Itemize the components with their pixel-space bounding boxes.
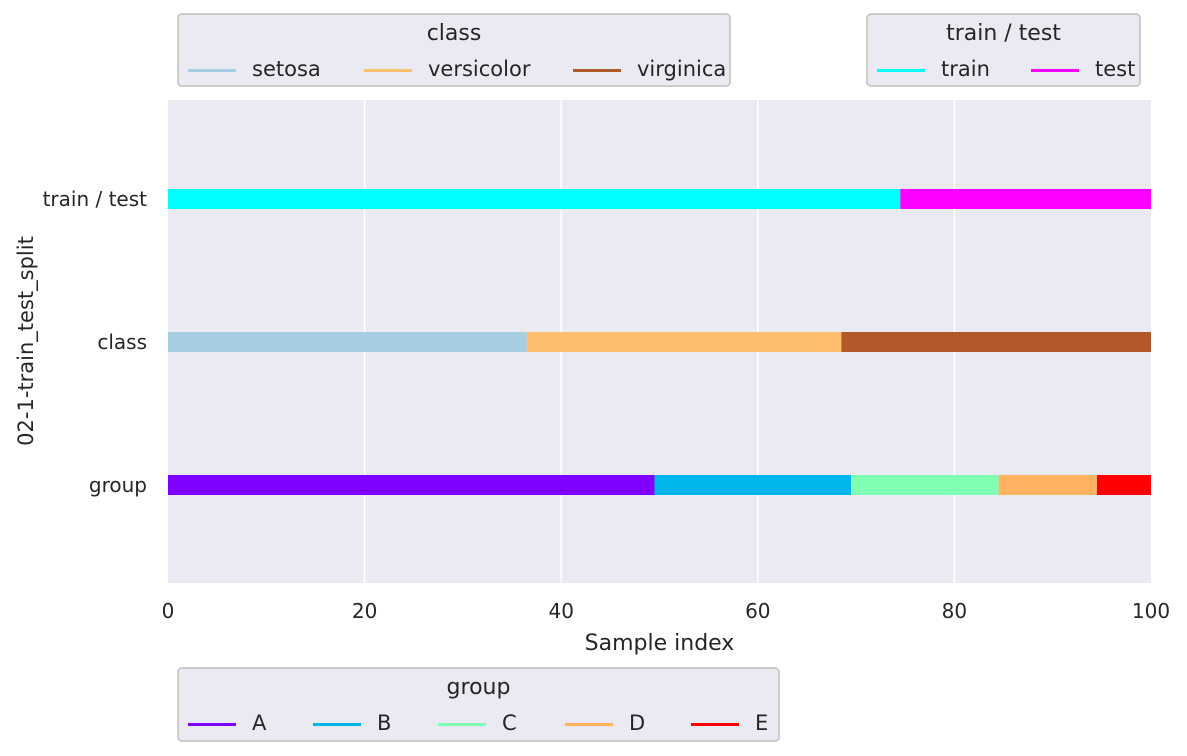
bar-segment xyxy=(168,475,655,495)
legend-label: E xyxy=(755,711,769,735)
y-tick-label: class xyxy=(97,330,147,354)
x-tick-label: 20 xyxy=(352,599,377,623)
legend-class-title: class xyxy=(426,21,482,46)
bar-segment xyxy=(851,475,999,495)
x-axis-label: Sample index xyxy=(585,631,735,656)
legend-swatch xyxy=(313,723,361,726)
legend-label: A xyxy=(252,711,267,735)
legend-label: setosa xyxy=(252,57,321,81)
bar-segment xyxy=(998,475,1097,495)
legend-swatch xyxy=(188,69,236,72)
legend-label: versicolor xyxy=(428,57,531,81)
bar-segment xyxy=(526,332,842,352)
legend-swatch xyxy=(573,69,621,72)
legend-swatch xyxy=(438,723,486,726)
bar-segment xyxy=(900,189,1151,209)
bar-segment xyxy=(168,189,901,209)
legend-train-test: train / test train test xyxy=(866,13,1141,87)
bar-segment xyxy=(841,332,1151,352)
legend-class: class setosa versicolor virginica xyxy=(177,13,731,87)
x-tick-label: 60 xyxy=(745,599,770,623)
legend-swatch xyxy=(364,69,412,72)
legend-label: C xyxy=(502,711,517,735)
y-ticks: train / test class group xyxy=(43,187,148,497)
legend-group-title: group xyxy=(446,675,511,700)
legend-swatch xyxy=(877,69,925,72)
y-tick-label: group xyxy=(89,473,147,497)
legend-label: train xyxy=(941,57,990,81)
bar-segment xyxy=(168,332,527,352)
y-axis-label: 02-1-train_test_split xyxy=(14,236,39,446)
x-tick-label: 80 xyxy=(942,599,967,623)
legend-label: B xyxy=(377,711,392,735)
legend-label: virginica xyxy=(637,57,727,81)
legend-swatch xyxy=(188,723,236,726)
bars xyxy=(168,189,1151,495)
x-tick-label: 0 xyxy=(162,599,175,623)
y-tick-label: train / test xyxy=(43,187,148,211)
bar-segment xyxy=(1096,475,1151,495)
bar-segment xyxy=(654,475,852,495)
x-ticks: 0 20 40 60 80 100 xyxy=(162,599,1170,623)
legend-label: D xyxy=(629,711,646,735)
legend-swatch xyxy=(565,723,613,726)
legend-group: group A B C D E xyxy=(177,667,780,742)
x-tick-label: 40 xyxy=(548,599,573,623)
legend-swatch xyxy=(1031,69,1079,72)
legend-label: test xyxy=(1095,57,1136,81)
x-tick-label: 100 xyxy=(1132,599,1170,623)
legend-train-test-title: train / test xyxy=(946,21,1061,46)
legend-swatch xyxy=(691,723,739,726)
